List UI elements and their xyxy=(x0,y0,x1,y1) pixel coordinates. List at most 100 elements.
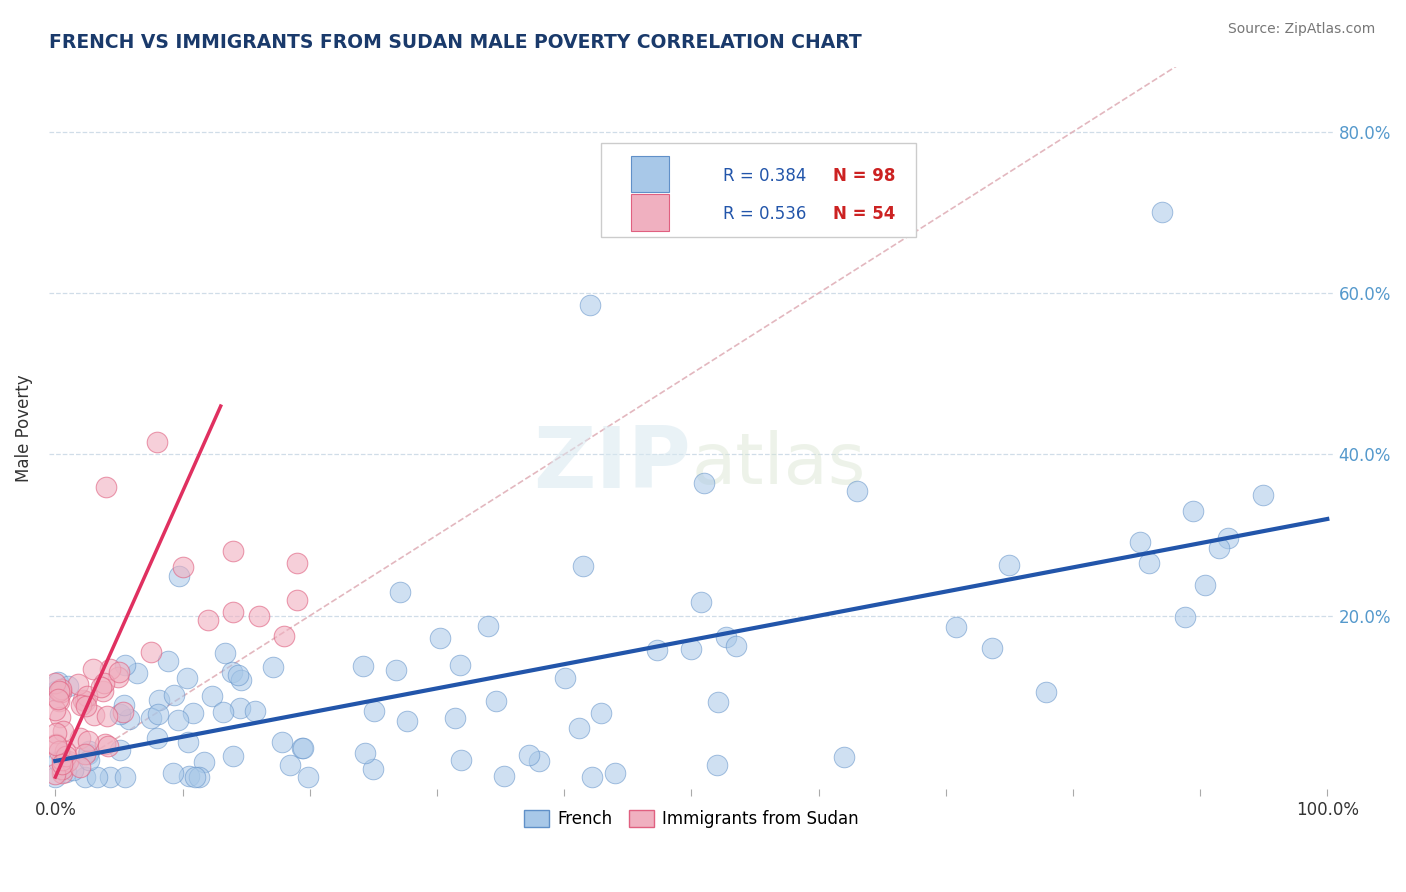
Point xyxy=(48,693,70,707)
Point xyxy=(291,741,314,756)
Point xyxy=(572,558,595,573)
Point xyxy=(197,613,219,627)
Point xyxy=(125,665,148,680)
Point xyxy=(981,641,1004,656)
Point xyxy=(73,747,96,761)
Point xyxy=(69,760,91,774)
Point xyxy=(484,694,506,708)
Point xyxy=(172,560,194,574)
Point xyxy=(183,706,205,721)
Text: Source: ZipAtlas.com: Source: ZipAtlas.com xyxy=(1227,22,1375,37)
Point xyxy=(221,665,243,680)
Point xyxy=(51,753,73,767)
Point xyxy=(998,558,1021,572)
Point xyxy=(108,665,131,680)
Point xyxy=(45,737,67,751)
Point xyxy=(56,679,79,693)
Point xyxy=(77,734,100,748)
Point xyxy=(429,631,451,645)
Point xyxy=(477,619,499,633)
Point xyxy=(297,770,319,784)
Point xyxy=(444,711,467,725)
Point xyxy=(69,698,91,712)
Point xyxy=(278,758,301,772)
FancyBboxPatch shape xyxy=(602,143,917,237)
Point xyxy=(363,704,385,718)
Point xyxy=(75,694,97,708)
Point xyxy=(1251,488,1274,502)
Point xyxy=(114,658,136,673)
Point xyxy=(45,738,67,752)
Point xyxy=(832,750,855,764)
Point xyxy=(110,707,132,722)
Point xyxy=(49,710,72,724)
Legend: French, Immigrants from Sudan: French, Immigrants from Sudan xyxy=(517,804,866,835)
Point xyxy=(162,688,184,702)
Text: FRENCH VS IMMIGRANTS FROM SUDAN MALE POVERTY CORRELATION CHART: FRENCH VS IMMIGRANTS FROM SUDAN MALE POV… xyxy=(49,33,862,52)
Text: R = 0.384: R = 0.384 xyxy=(724,167,807,186)
Point xyxy=(554,671,576,685)
Point xyxy=(107,670,129,684)
Text: ZIP: ZIP xyxy=(533,423,692,506)
Point xyxy=(93,676,115,690)
Point xyxy=(603,766,626,780)
Point xyxy=(51,681,73,696)
Point xyxy=(527,754,550,768)
Point xyxy=(69,731,91,745)
Point xyxy=(714,631,737,645)
Point xyxy=(96,480,118,494)
Point xyxy=(98,662,121,676)
Point xyxy=(285,592,308,607)
Point xyxy=(247,608,270,623)
Point xyxy=(51,756,73,771)
Point xyxy=(353,747,375,761)
Point xyxy=(55,764,77,779)
Point xyxy=(46,754,69,768)
Point xyxy=(72,693,94,707)
Point xyxy=(83,708,105,723)
Point xyxy=(167,713,190,727)
Point xyxy=(94,738,117,752)
Point xyxy=(1137,556,1160,570)
Point xyxy=(75,698,97,713)
Point xyxy=(222,605,245,619)
Point xyxy=(118,712,141,726)
Point xyxy=(114,770,136,784)
Point xyxy=(384,663,406,677)
Point xyxy=(162,766,184,780)
Point xyxy=(53,753,76,767)
Point xyxy=(48,683,70,698)
Point xyxy=(1194,578,1216,592)
Point xyxy=(243,704,266,718)
Point xyxy=(176,671,198,685)
Point xyxy=(222,544,245,558)
Y-axis label: Male Poverty: Male Poverty xyxy=(15,375,32,482)
Text: atlas: atlas xyxy=(692,430,866,499)
Point xyxy=(176,735,198,749)
Point xyxy=(578,298,600,312)
Point xyxy=(581,770,603,784)
Point xyxy=(707,695,730,709)
Point xyxy=(111,705,134,719)
Point xyxy=(845,483,868,498)
Point xyxy=(66,677,89,691)
Point xyxy=(82,662,104,676)
Point xyxy=(492,768,515,782)
Point xyxy=(48,744,70,758)
Point xyxy=(395,714,418,728)
Point xyxy=(51,762,73,776)
Point xyxy=(45,683,67,698)
Point xyxy=(1035,685,1057,699)
Point xyxy=(44,703,66,717)
Point xyxy=(96,708,118,723)
Point xyxy=(56,754,79,768)
Point xyxy=(45,725,67,739)
Point xyxy=(157,654,180,668)
Point xyxy=(517,748,540,763)
Point xyxy=(44,675,66,690)
Point xyxy=(363,762,385,776)
FancyBboxPatch shape xyxy=(631,156,669,193)
Point xyxy=(693,475,716,490)
Point xyxy=(55,744,77,758)
Point xyxy=(285,557,308,571)
